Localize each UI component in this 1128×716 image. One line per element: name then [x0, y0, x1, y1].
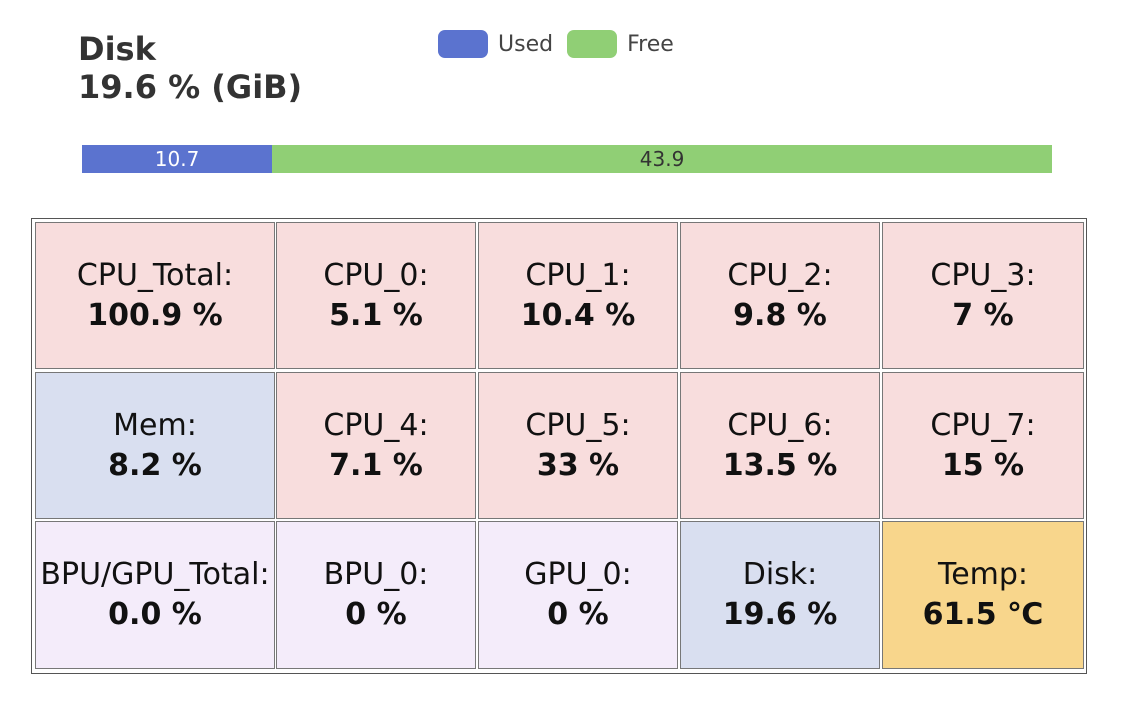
metric-value: 5.1 %: [329, 297, 423, 333]
disk-summary: 19.6 % (GiB): [78, 68, 303, 106]
metric-name: BPU_0:: [323, 557, 429, 592]
legend-item-used[interactable]: Used: [438, 30, 553, 58]
metric-value: 8.2 %: [108, 447, 202, 483]
metric-name: CPU_7:: [930, 407, 1036, 443]
metric-value: 0 %: [345, 597, 407, 632]
metric-value: 10.4 %: [520, 297, 636, 333]
metric-value: 19.6 %: [722, 597, 838, 632]
metric-value: 33 %: [536, 447, 620, 483]
metric-name: Disk:: [742, 557, 818, 592]
metric-value: 0 %: [547, 597, 609, 632]
legend-label: Used: [498, 31, 554, 57]
metric-cell-cpu-3: CPU_3: 7 %: [882, 222, 1084, 369]
metric-name: CPU_2:: [727, 257, 833, 293]
disk-title-block: Disk 19.6 % (GiB): [78, 30, 302, 106]
metric-name: CPU_5:: [525, 407, 631, 443]
metric-cell-disk: Disk: 19.6 %: [680, 521, 880, 669]
metric-name: BPU/GPU_Total:: [40, 557, 270, 592]
metric-value: 61.5 ℃: [922, 597, 1044, 632]
bar-segment-used[interactable]: 10.7: [82, 145, 273, 173]
metric-cell-bpu-0: BPU_0: 0 %: [276, 521, 476, 669]
metric-cell-cpu-2: CPU_2: 9.8 %: [680, 222, 880, 369]
metric-cell-cpu-6: CPU_6: 13.5 %: [680, 372, 880, 519]
chart-legend: Used Free: [438, 30, 688, 58]
metric-name: Temp:: [937, 557, 1029, 592]
disk-title: Disk: [78, 30, 156, 68]
metric-name: CPU_4:: [323, 407, 429, 443]
metric-cell-cpu-4: CPU_4: 7.1 %: [276, 372, 476, 519]
legend-item-free[interactable]: Free: [567, 30, 674, 58]
metric-cell-gpu-0: GPU_0: 0 %: [478, 521, 678, 669]
metric-value: 7.1 %: [329, 447, 423, 483]
metric-cell-cpu-1: CPU_1: 10.4 %: [478, 222, 678, 369]
disk-usage-bar: 10.7 43.9: [82, 145, 1052, 173]
metric-value: 13.5 %: [722, 447, 838, 483]
metric-name: CPU_6:: [727, 407, 833, 443]
metric-cell-bpugpu-total: BPU/GPU_Total: 0.0 %: [35, 521, 275, 669]
metric-cell-cpu-5: CPU_5: 33 %: [478, 372, 678, 519]
metric-value: 100.9 %: [87, 297, 223, 333]
metrics-grid: CPU_Total: 100.9 % CPU_0: 5.1 % CPU_1: 10.4 %…: [31, 218, 1087, 674]
metric-cell-mem: Mem: 8.2 %: [35, 372, 275, 519]
legend-swatch: [438, 30, 488, 58]
metric-name: CPU_3:: [930, 257, 1036, 293]
metric-cell-temp: Temp: 61.5 ℃: [882, 521, 1084, 669]
metric-value: 9.8 %: [733, 297, 827, 333]
metric-name: CPU_0:: [323, 257, 429, 293]
metric-value: 7 %: [952, 297, 1014, 333]
bar-segment-free[interactable]: 43.9: [272, 145, 1052, 173]
metric-name: GPU_0:: [524, 557, 632, 592]
metric-name: CPU_Total:: [76, 257, 234, 293]
legend-label: Free: [627, 31, 674, 57]
metric-value: 0.0 %: [108, 597, 202, 632]
metric-cell-cpu-total: CPU_Total: 100.9 %: [35, 222, 275, 369]
bar-data-label: 10.7: [154, 147, 200, 171]
metric-name: CPU_1:: [525, 257, 631, 293]
metric-cell-cpu-7: CPU_7: 15 %: [882, 372, 1084, 519]
metric-cell-cpu-0: CPU_0: 5.1 %: [276, 222, 476, 369]
legend-swatch: [567, 30, 618, 58]
metric-name: Mem:: [113, 407, 197, 443]
metric-value: 15 %: [941, 447, 1025, 483]
bar-data-label: 43.9: [639, 147, 685, 171]
